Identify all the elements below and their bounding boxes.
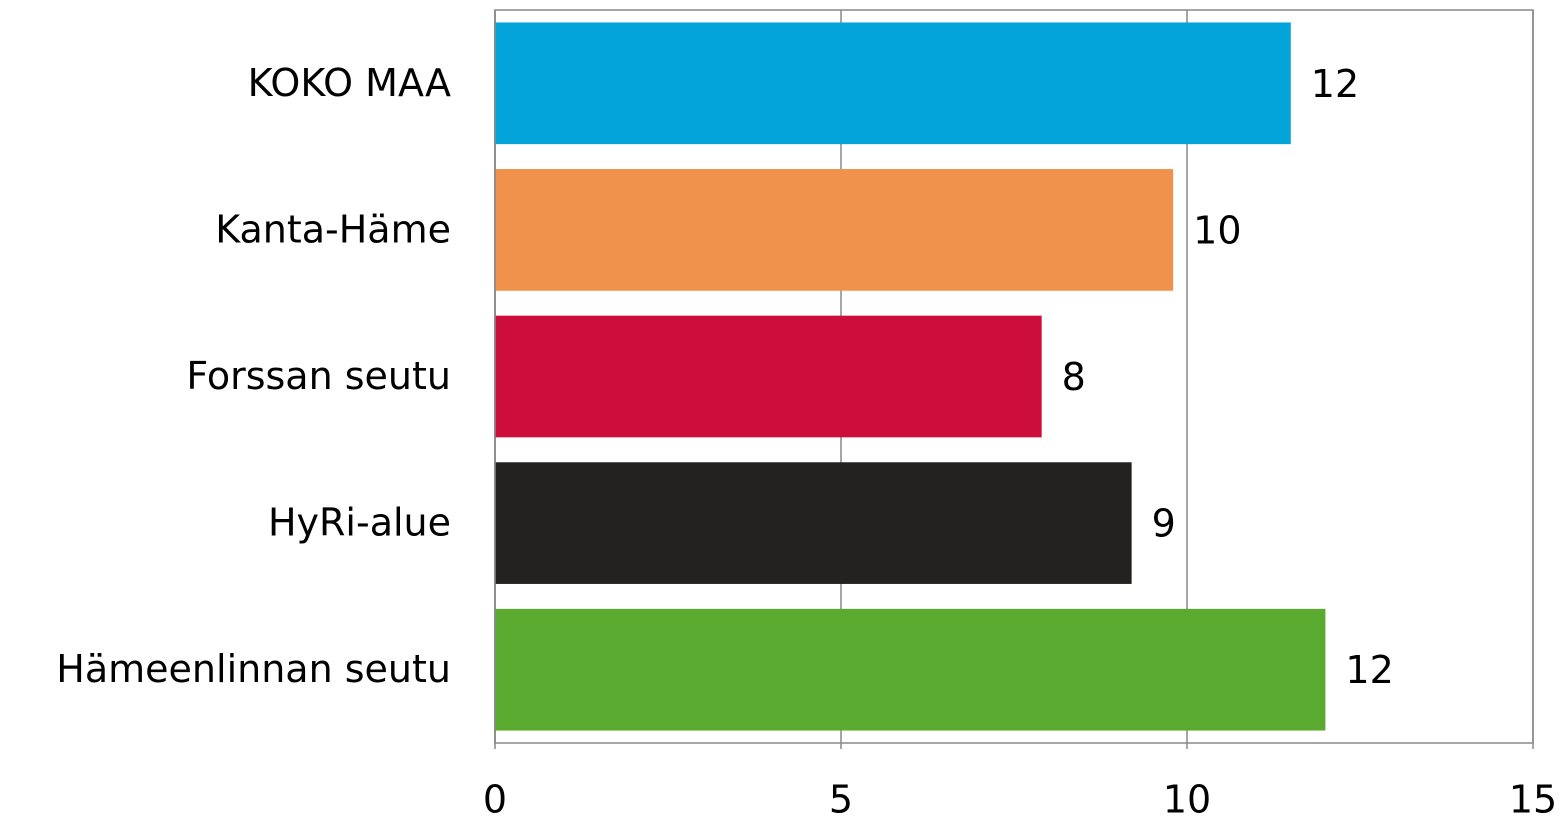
x-tick-label: 10 <box>1163 778 1211 822</box>
y-tick-label: Forssan seutu <box>186 354 451 398</box>
bar <box>495 462 1132 584</box>
value-label: 8 <box>1062 355 1086 399</box>
value-label: 12 <box>1345 648 1393 692</box>
value-label: 12 <box>1311 62 1359 106</box>
x-tick-label: 5 <box>829 778 853 822</box>
value-label: 10 <box>1193 208 1241 252</box>
x-tick-label: 0 <box>483 778 507 822</box>
value-label: 9 <box>1152 502 1176 546</box>
y-tick-label: Kanta-Häme <box>215 207 451 251</box>
bar <box>495 22 1291 145</box>
y-tick-label: HyRi-alue <box>268 501 451 545</box>
bar <box>495 315 1042 438</box>
bar <box>495 169 1174 291</box>
x-tick-label: 15 <box>1509 778 1557 822</box>
bar <box>495 608 1326 731</box>
y-tick-label: Hämeenlinnan seutu <box>56 647 451 691</box>
y-tick-label: KOKO MAA <box>248 61 451 105</box>
